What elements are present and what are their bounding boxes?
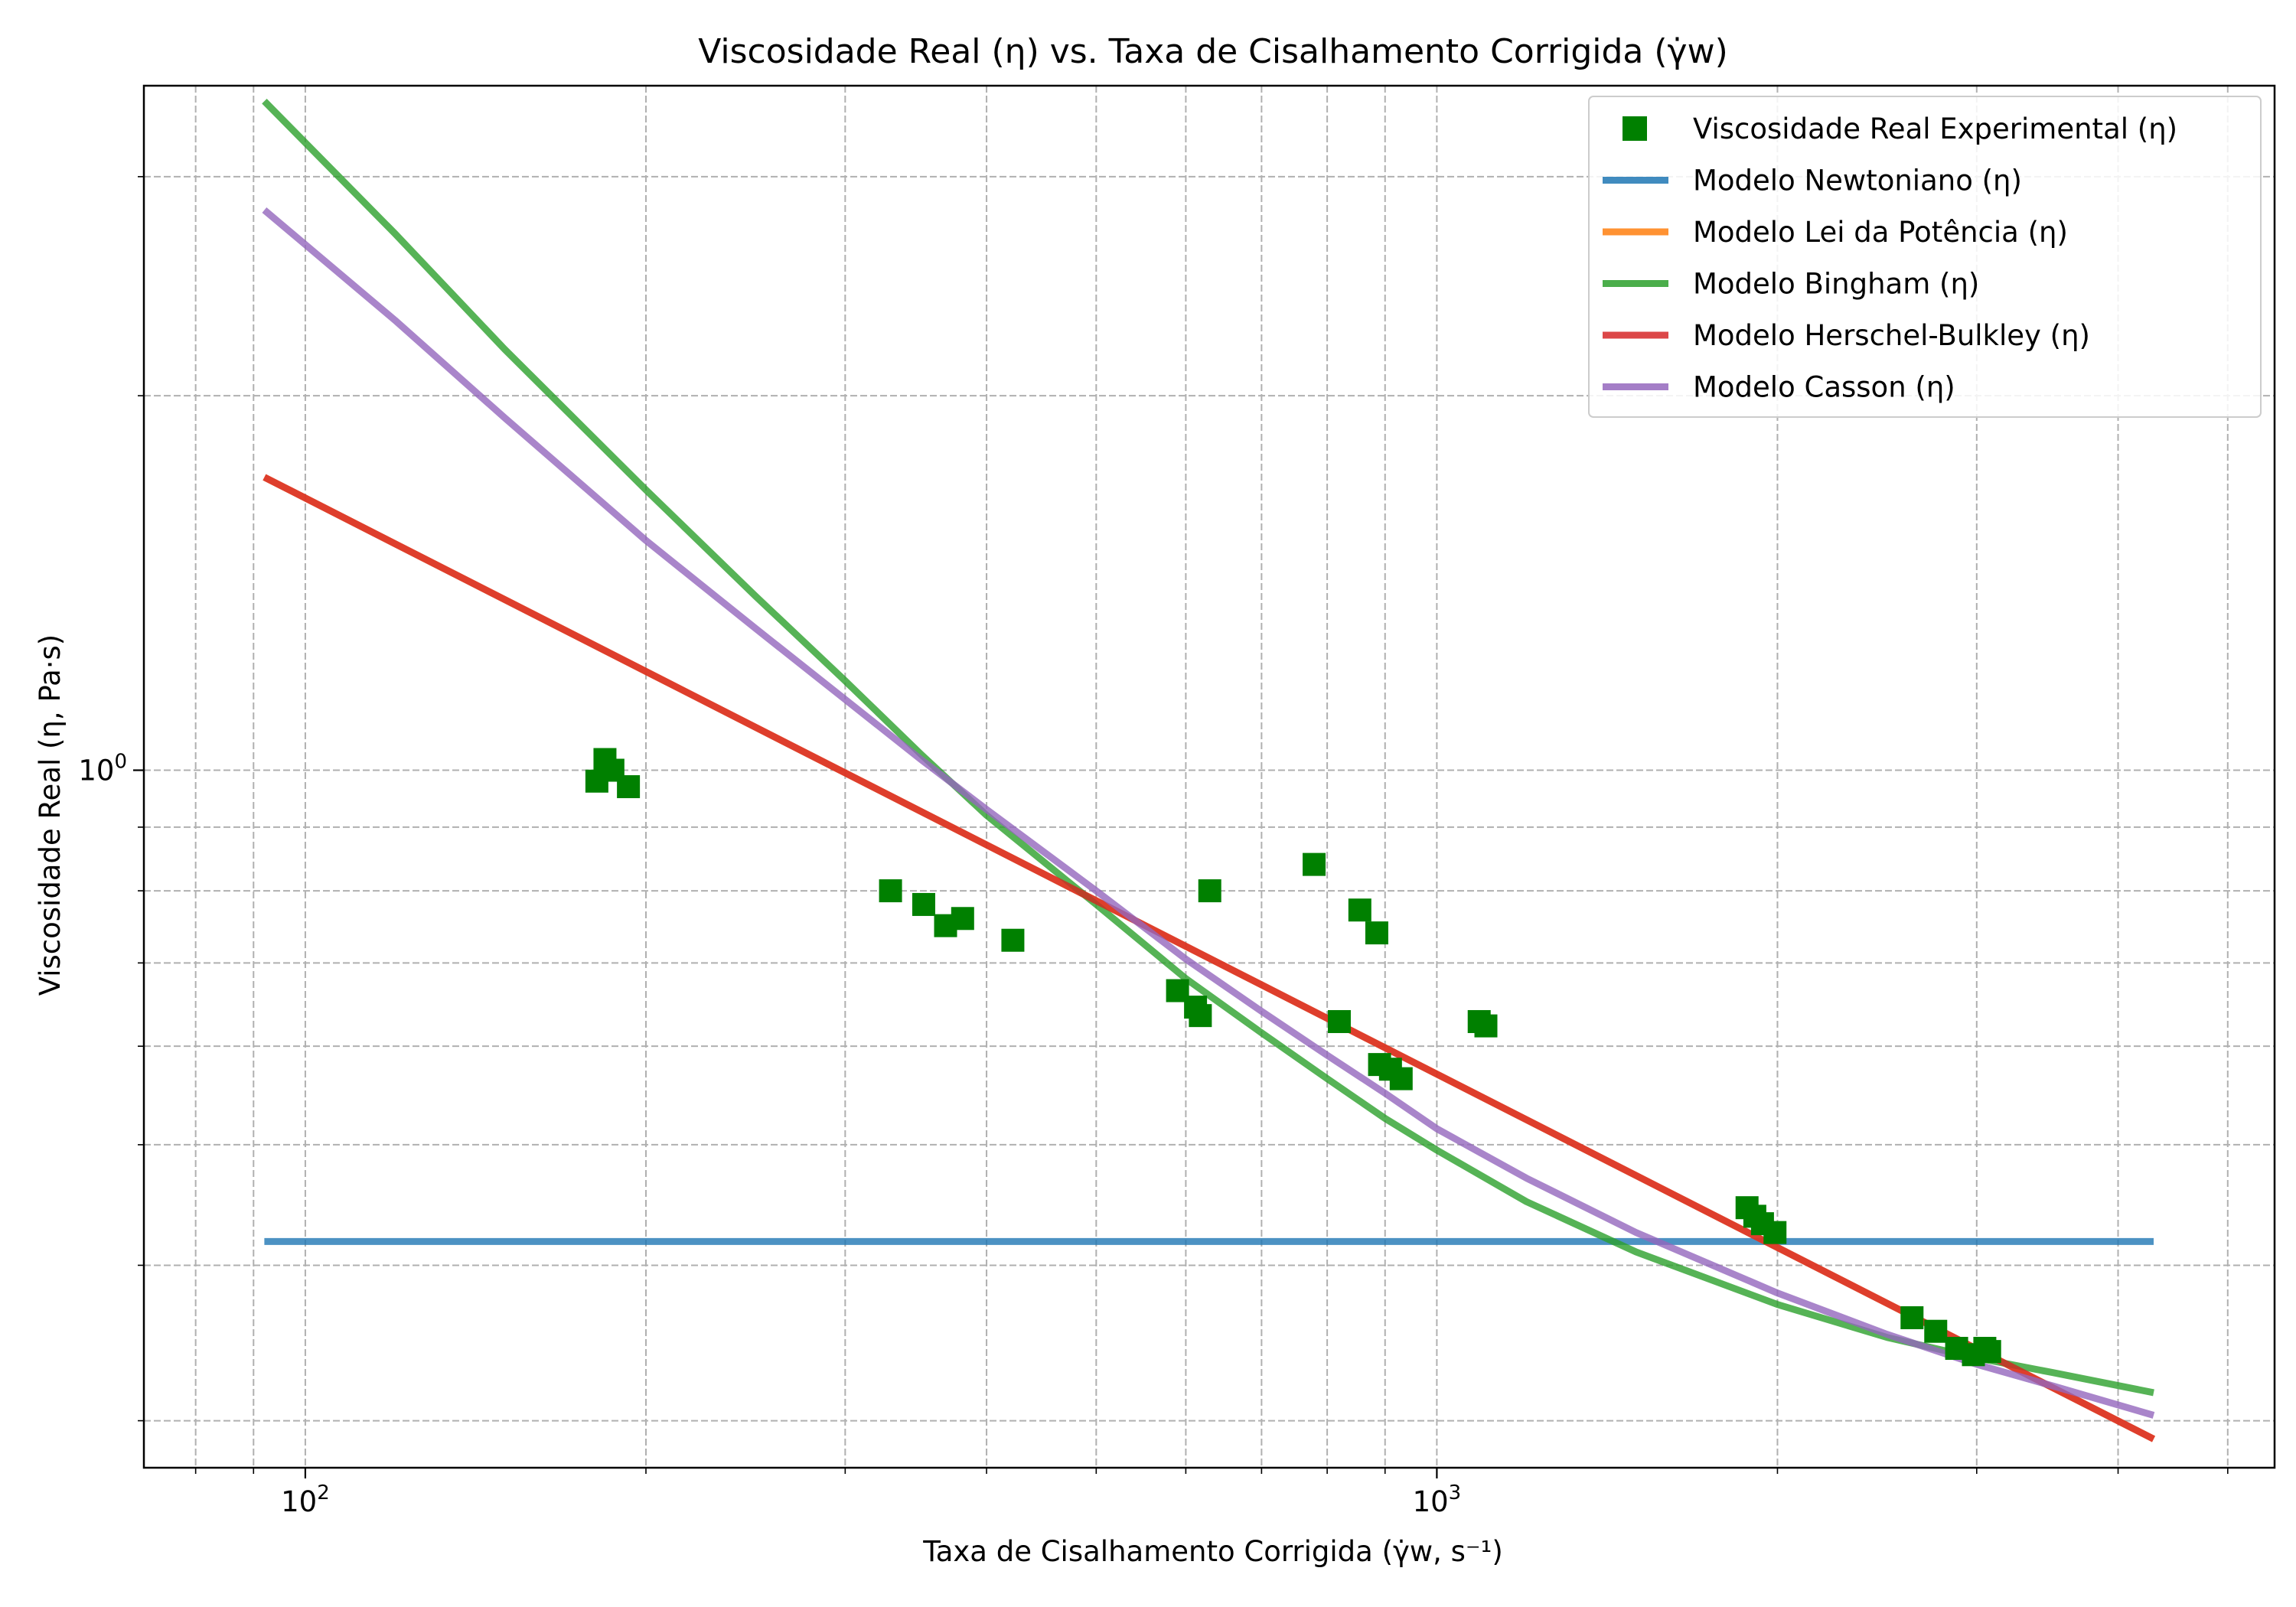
data-point-marker (1189, 1004, 1212, 1028)
data-point-marker (1365, 921, 1388, 945)
y-axis-label: Viscosidade Real (η, Pa·s) (34, 634, 67, 996)
data-point-marker (617, 775, 641, 799)
legend-entry-label: Modelo Lei da Potência (η) (1693, 216, 2068, 249)
legend-marker-experimental (1623, 116, 1647, 141)
model-curves (262, 99, 2156, 1442)
data-point-marker (1348, 898, 1371, 922)
legend-entry-label: Modelo Casson (η) (1693, 371, 1955, 404)
data-point-marker (1001, 928, 1025, 952)
legend-entry-label: Modelo Bingham (η) (1693, 268, 1979, 301)
data-point-marker (1900, 1305, 1924, 1329)
x-axis-label: Taxa de Cisalhamento Corrigida (γ̇w, s⁻¹… (922, 1535, 1503, 1568)
herschel-bulkley-model-line (263, 474, 2156, 1442)
casson-model-line (262, 207, 2155, 1419)
data-point-marker (1198, 879, 1221, 903)
data-point-marker (879, 879, 902, 903)
data-point-marker (1763, 1221, 1787, 1244)
experimental-points (585, 748, 2001, 1367)
data-point-marker (1303, 852, 1326, 876)
legend-entry-label: Viscosidade Real Experimental (η) (1693, 112, 2177, 145)
legend-entry-label: Modelo Newtoniano (η) (1693, 165, 2022, 197)
data-point-marker (1389, 1067, 1413, 1090)
chart-title: Viscosidade Real (η) vs. Taxa de Cisalha… (698, 32, 1727, 71)
plot-frame (142, 84, 2276, 1469)
bingham-model-line (262, 99, 2154, 1397)
legend-entry-label: Modelo Herschel-Bulkley (η) (1693, 319, 2090, 352)
data-point-marker (912, 892, 935, 916)
data-point-marker (1978, 1340, 2001, 1364)
data-point-marker (1924, 1319, 1948, 1343)
legend-box (1588, 96, 2262, 418)
data-point-marker (1474, 1014, 1498, 1038)
legend: Viscosidade Real Experimental (η) Modelo … (1588, 96, 2262, 418)
data-point-marker (951, 907, 974, 931)
data-point-marker (1327, 1009, 1351, 1033)
